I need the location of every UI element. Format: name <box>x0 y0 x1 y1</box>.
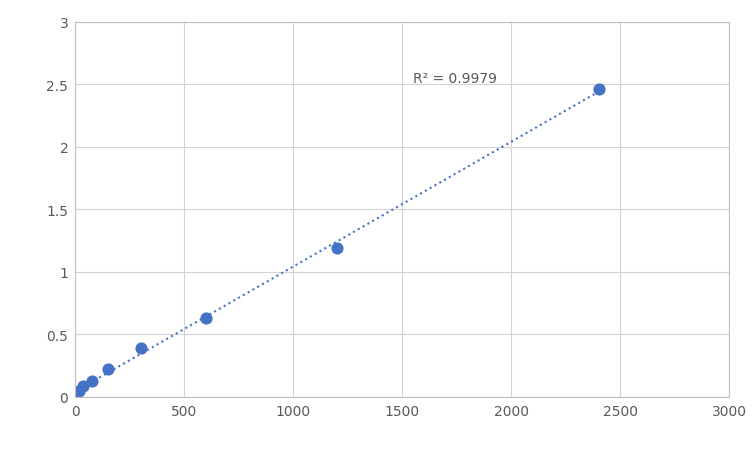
Point <box>200 315 212 322</box>
Point <box>73 387 85 394</box>
Point <box>86 377 98 384</box>
Point <box>331 245 343 252</box>
Text: R² = 0.9979: R² = 0.9979 <box>413 72 497 86</box>
Point <box>593 86 605 93</box>
Point <box>102 366 114 373</box>
Point <box>69 393 81 400</box>
Point <box>135 345 147 352</box>
Point <box>77 382 89 389</box>
